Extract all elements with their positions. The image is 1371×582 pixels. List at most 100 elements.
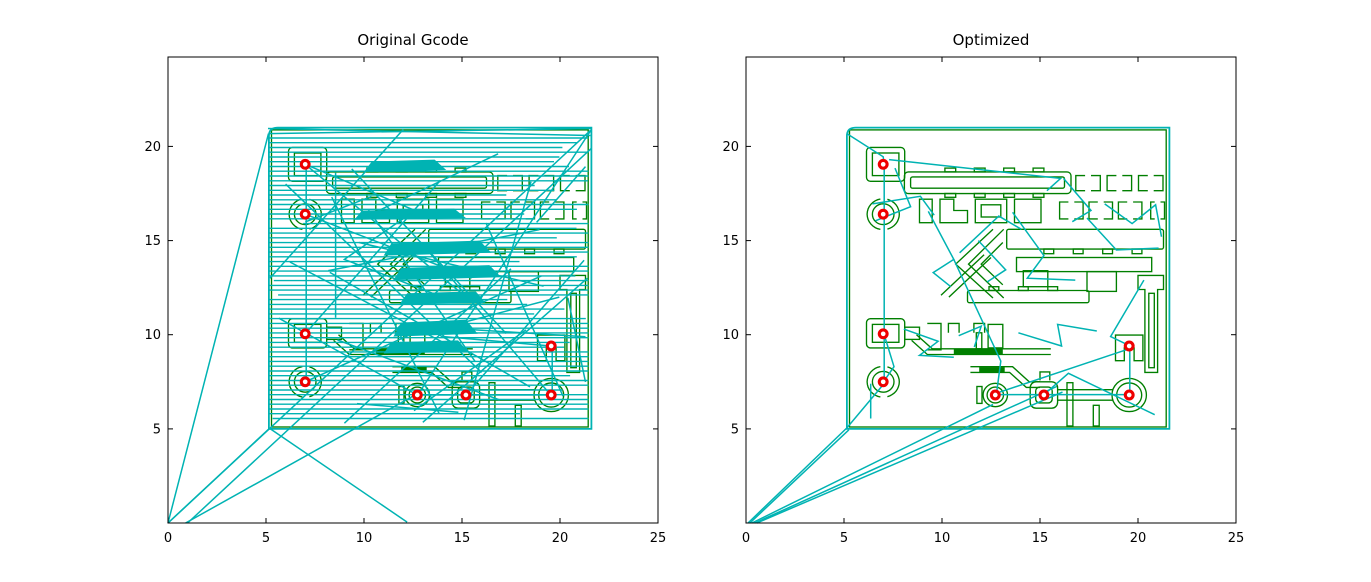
trace-shape — [1043, 248, 1055, 255]
trace-shape — [524, 248, 536, 255]
travel-line — [927, 211, 955, 288]
y-tick-label: 10 — [722, 328, 739, 343]
bracket-pad — [582, 201, 588, 220]
bracket-pad — [572, 201, 577, 220]
travel-line — [1086, 217, 1159, 251]
travel-line — [751, 403, 994, 524]
board-edge-cut — [848, 129, 1167, 428]
trace-shape — [570, 292, 577, 369]
bracket-pad — [1160, 201, 1166, 220]
trace-shape — [918, 198, 933, 224]
travel-diagonal — [465, 259, 585, 396]
travel-line — [187, 147, 592, 524]
bracket-pad — [1150, 201, 1155, 220]
drill-marker-layer — [299, 158, 557, 401]
drill-point-marker — [877, 158, 889, 170]
trace-path — [980, 242, 1004, 286]
trace-path — [970, 371, 1040, 389]
trace-path — [376, 228, 416, 299]
travel-diagonal — [337, 339, 500, 401]
travel-diagonal — [459, 328, 586, 338]
axes-border — [167, 56, 659, 524]
trace-shape — [1092, 404, 1100, 427]
pad-arc — [887, 366, 900, 398]
travel-line — [872, 195, 935, 216]
x-tick-label: 20 — [1130, 531, 1147, 546]
travel-line — [846, 132, 885, 165]
x-tick-label: 15 — [1032, 531, 1049, 546]
pad-arc — [309, 366, 322, 398]
drill-point-marker — [989, 389, 1001, 401]
bracket-pad — [1122, 174, 1133, 192]
dense-travel-patch — [364, 159, 447, 172]
pad-arc — [887, 198, 900, 230]
trace-shape — [909, 176, 1066, 189]
trace-shape — [1066, 382, 1074, 427]
travel-diagonal — [358, 241, 544, 287]
bracket-pad — [1117, 201, 1128, 220]
travel-diagonal — [331, 196, 440, 414]
drill-point-marker — [545, 340, 557, 352]
trace-shape — [1013, 198, 1042, 224]
board-edge-cut — [270, 129, 589, 428]
tick-labels: 0 5 10 15 20 25 5 10 15 20 — [722, 140, 1244, 546]
drill-point-marker — [299, 376, 311, 388]
travel-diagonal — [453, 296, 560, 326]
trace-shape — [979, 367, 1005, 373]
travel-line — [953, 259, 1002, 394]
travel-diagonal — [485, 222, 564, 397]
travel-line — [1104, 203, 1163, 237]
drill-point-marker — [1123, 340, 1135, 352]
trace-path — [939, 198, 969, 224]
travel-line — [1018, 323, 1097, 348]
travel-move-layer — [167, 126, 593, 524]
trace-shape — [1017, 286, 1029, 292]
axes-original-gcode: 0 5 10 15 20 25 5 10 15 20 — [144, 56, 667, 546]
travel-diagonal — [304, 275, 542, 383]
axes-optimized: 0 5 10 15 20 25 5 10 15 20 — [722, 56, 1244, 546]
bracket-pad — [555, 201, 565, 220]
travel-line — [754, 385, 1058, 524]
bracket-pad — [1106, 174, 1117, 192]
travel-diagonal — [423, 245, 555, 400]
trace-shape — [401, 367, 427, 373]
trace-shape — [903, 171, 1072, 195]
trace-path — [927, 322, 942, 351]
trace-shape — [1086, 270, 1118, 293]
trace-shape — [331, 176, 488, 189]
travel-line — [1046, 372, 1156, 416]
bracket-pad — [513, 174, 523, 192]
trace-path — [1137, 274, 1165, 374]
x-tick-label: 15 — [454, 531, 471, 546]
travel-line — [167, 428, 270, 524]
bracket-pad — [1091, 174, 1101, 192]
trace-shape — [944, 192, 957, 198]
trace-path — [948, 257, 992, 298]
travel-line — [889, 158, 1063, 192]
axes-border — [745, 56, 1237, 524]
trace-shape — [1003, 192, 1016, 198]
travel-line — [903, 328, 954, 359]
y-tick-label: 20 — [144, 140, 161, 155]
plot-title-optimized: Optimized — [952, 31, 1030, 49]
travel-line — [749, 429, 850, 524]
trace-shape — [553, 248, 565, 255]
x-tick-label: 25 — [650, 531, 667, 546]
travel-diagonal — [443, 335, 552, 347]
travel-diagonal — [289, 261, 461, 352]
trace-shape — [1072, 248, 1084, 255]
y-tick-label: 5 — [731, 422, 739, 437]
plot-title-original-gcode: Original Gcode — [357, 31, 469, 49]
y-tick-label: 5 — [153, 422, 161, 437]
y-tick-label: 15 — [722, 234, 739, 249]
travel-diagonal — [567, 297, 587, 383]
drill-point-marker — [299, 328, 311, 340]
travel-diagonal — [304, 163, 462, 294]
trace-shape — [871, 323, 900, 343]
bracket-pad — [559, 174, 570, 192]
trace-path — [1114, 334, 1144, 362]
travel-line — [1062, 177, 1093, 223]
trace-shape — [1006, 228, 1165, 250]
